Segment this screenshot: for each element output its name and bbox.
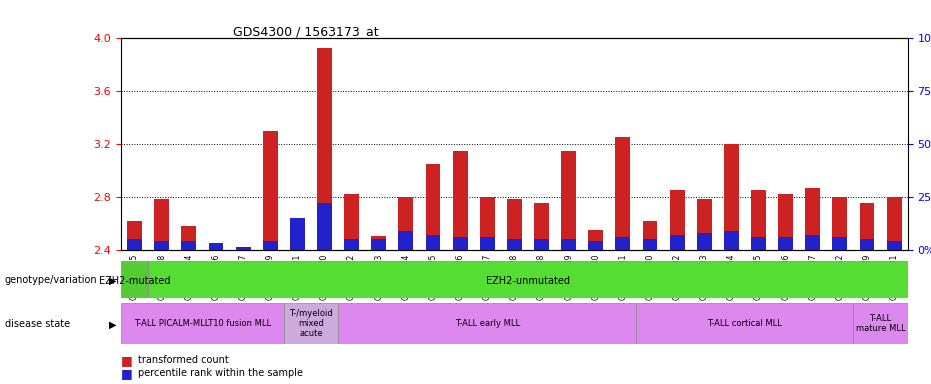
- Text: T-ALL PICALM-MLLT10 fusion MLL: T-ALL PICALM-MLLT10 fusion MLL: [134, 319, 271, 328]
- Text: disease state: disease state: [5, 319, 70, 329]
- Bar: [128, 239, 142, 250]
- Text: GDS4300 / 1563173_at: GDS4300 / 1563173_at: [233, 25, 378, 38]
- Bar: [534, 239, 549, 250]
- Bar: [182, 226, 196, 250]
- Bar: [886, 241, 901, 250]
- Bar: [506, 239, 522, 250]
- Bar: [832, 197, 847, 250]
- Bar: [121, 303, 284, 344]
- Text: T-ALL
mature MLL: T-ALL mature MLL: [856, 314, 906, 333]
- Bar: [398, 197, 413, 250]
- Text: transformed count: transformed count: [138, 355, 228, 365]
- Bar: [155, 199, 169, 250]
- Bar: [479, 237, 494, 250]
- Bar: [615, 137, 630, 250]
- Bar: [155, 241, 169, 250]
- Bar: [696, 233, 711, 250]
- Bar: [669, 235, 684, 250]
- Bar: [263, 241, 277, 250]
- Bar: [290, 218, 304, 250]
- Bar: [425, 235, 440, 250]
- Bar: [561, 151, 576, 250]
- Text: ▶: ▶: [109, 275, 116, 285]
- Text: ■: ■: [121, 354, 133, 367]
- Bar: [642, 239, 657, 250]
- Bar: [642, 220, 657, 250]
- Bar: [854, 303, 908, 344]
- Bar: [751, 237, 766, 250]
- Bar: [128, 220, 142, 250]
- Bar: [751, 190, 766, 250]
- Bar: [209, 243, 223, 250]
- Bar: [236, 247, 250, 250]
- Text: ▶: ▶: [109, 319, 116, 329]
- Bar: [317, 48, 332, 250]
- Text: T-ALL cortical MLL: T-ALL cortical MLL: [708, 319, 782, 328]
- Bar: [344, 239, 359, 250]
- Bar: [778, 237, 793, 250]
- Bar: [371, 237, 386, 250]
- Bar: [805, 187, 820, 250]
- Bar: [479, 197, 494, 250]
- Bar: [724, 230, 739, 250]
- Bar: [317, 203, 332, 250]
- Text: EZH2-mutated: EZH2-mutated: [99, 276, 170, 286]
- Bar: [669, 190, 684, 250]
- Bar: [182, 241, 196, 250]
- Bar: [805, 235, 820, 250]
- Bar: [588, 241, 603, 250]
- Bar: [696, 199, 711, 250]
- Bar: [832, 237, 847, 250]
- Bar: [425, 164, 440, 250]
- Bar: [344, 194, 359, 250]
- Bar: [263, 131, 277, 250]
- Bar: [209, 243, 223, 250]
- Bar: [615, 237, 630, 250]
- Bar: [121, 261, 148, 298]
- Bar: [338, 303, 637, 344]
- Text: T-/myeloid
mixed
acute: T-/myeloid mixed acute: [289, 309, 332, 338]
- Bar: [561, 239, 576, 250]
- Bar: [452, 151, 467, 250]
- Bar: [452, 237, 467, 250]
- Text: EZH2-unmutated: EZH2-unmutated: [486, 276, 570, 286]
- Bar: [637, 303, 854, 344]
- Text: genotype/variation: genotype/variation: [5, 275, 97, 285]
- Text: T-ALL early MLL: T-ALL early MLL: [454, 319, 519, 328]
- Bar: [859, 239, 874, 250]
- Bar: [371, 239, 386, 250]
- Bar: [724, 144, 739, 250]
- Text: percentile rank within the sample: percentile rank within the sample: [138, 368, 303, 378]
- Bar: [506, 199, 522, 250]
- Bar: [534, 204, 549, 250]
- Bar: [588, 230, 603, 250]
- Bar: [284, 303, 338, 344]
- Bar: [859, 204, 874, 250]
- Text: ■: ■: [121, 367, 133, 380]
- Bar: [886, 197, 901, 250]
- Bar: [778, 194, 793, 250]
- Bar: [398, 230, 413, 250]
- Bar: [236, 247, 250, 250]
- Bar: [290, 243, 304, 250]
